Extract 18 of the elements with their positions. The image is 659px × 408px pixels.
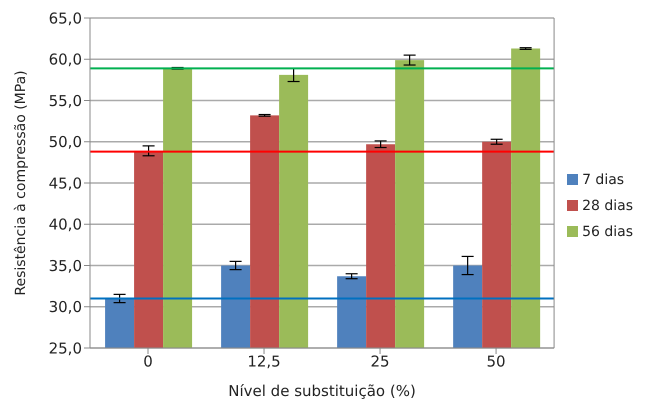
legend-label: 56 dias [582, 224, 633, 240]
x-tick-label: 25 [370, 352, 390, 371]
y-axis-title: Resistência à compressão (MPa) [12, 70, 29, 296]
x-tick-label: 0 [143, 352, 153, 371]
legend-label: 28 dias [582, 198, 633, 214]
y-tick-label: 30,0 [48, 298, 82, 316]
y-tick-label: 60,0 [48, 50, 82, 69]
y-tick-label: 35,0 [48, 256, 82, 275]
y-tick-label: 40,0 [48, 216, 82, 234]
x-axis-title: Nível de substituição (%) [228, 382, 416, 400]
x-tick-label: 50 [486, 352, 506, 371]
y-tick-label: 65,0 [48, 9, 82, 28]
y-tick-label: 50,0 [48, 133, 82, 152]
y-tick-label: 55,0 [48, 92, 82, 110]
y-tick-label: 45,0 [48, 174, 82, 192]
y-tick-label: 25,0 [48, 339, 82, 358]
x-tick-label: 12,5 [247, 352, 281, 371]
legend-label: 7 dias [582, 172, 624, 188]
